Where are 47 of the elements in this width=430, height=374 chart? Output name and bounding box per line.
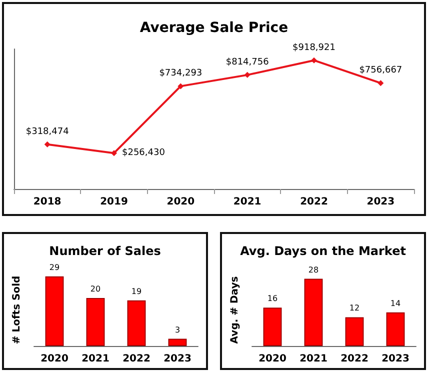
data-label: 29 <box>49 262 60 272</box>
data-label: 12 <box>349 304 360 313</box>
data-label: 3 <box>174 325 180 334</box>
point <box>244 72 250 78</box>
x-tick-label: 2018 <box>33 196 62 208</box>
x-tick-label: 2020 <box>166 196 195 208</box>
data-label: $734,293 <box>159 68 202 79</box>
x-tick-label: 2023 <box>164 354 192 364</box>
x-tick-label: 2021 <box>300 354 328 364</box>
data-label: 20 <box>90 284 101 294</box>
data-label: $918,921 <box>292 42 336 53</box>
bar <box>168 338 187 346</box>
data-label: 14 <box>390 298 401 308</box>
x-tick-label: 2023 <box>382 354 410 364</box>
bar <box>45 276 64 346</box>
point <box>311 57 317 64</box>
chart-title: Average Sale Price <box>140 20 288 36</box>
bar <box>304 278 323 346</box>
x-tick-label: 2022 <box>300 196 328 208</box>
point <box>111 150 117 156</box>
data-label: $756,667 <box>359 66 402 76</box>
x-tick-label: 2022 <box>340 354 368 364</box>
y-axis-title: Avg. # Days <box>230 276 240 344</box>
x-tick-label: 2021 <box>82 354 110 364</box>
point <box>378 80 384 86</box>
bar <box>127 300 146 346</box>
x-tick-label: 2020 <box>40 354 68 364</box>
data-label: $318,474 <box>26 126 70 137</box>
bar <box>86 298 105 346</box>
data-label: $256,430 <box>122 148 166 158</box>
data-label: 19 <box>131 286 142 296</box>
x-tick-label: 2020 <box>258 354 286 364</box>
x-tick-label: 2021 <box>233 196 262 208</box>
point <box>178 83 184 90</box>
bar <box>263 308 282 346</box>
point <box>44 141 50 148</box>
bar <box>386 312 405 346</box>
x-tick-label: 2022 <box>122 354 150 364</box>
chart-title: Number of Sales <box>49 244 161 258</box>
data-label: $814,756 <box>226 57 270 68</box>
data-label: 28 <box>308 265 319 274</box>
data-label: 16 <box>267 294 278 304</box>
x-tick-label: 2019 <box>100 196 128 208</box>
chart-title: Avg. Days on the Market <box>240 244 406 258</box>
x-tick-label: 2023 <box>366 196 395 208</box>
y-axis-title: # Lofts Sold <box>12 276 22 344</box>
bar <box>345 317 364 346</box>
